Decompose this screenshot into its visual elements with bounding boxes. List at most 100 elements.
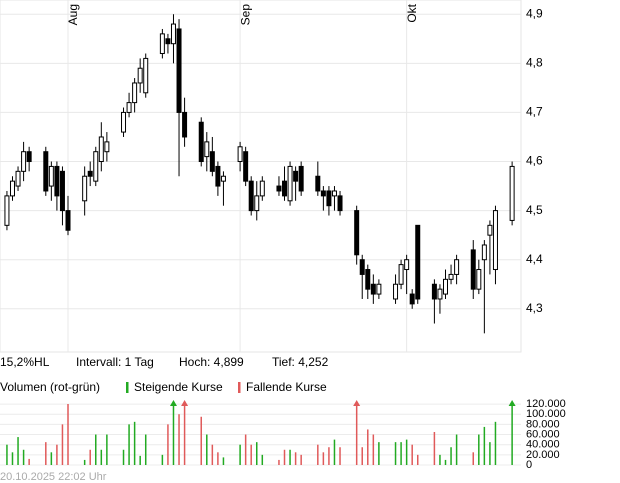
candle-body [87,170,93,177]
volume-bar [95,434,97,465]
volume-bar [355,404,358,465]
candle-body [65,210,71,231]
candle-body [409,293,415,305]
candle-body [282,180,288,197]
y-tick-label: 4,6 [526,154,543,168]
x-tick-label: Aug [66,4,80,25]
volume-bar [206,434,208,465]
candle-body [276,185,282,192]
volume-bar [450,447,452,465]
volume-bar [45,442,47,465]
plot-area [0,0,522,353]
volume-bar [489,442,491,465]
candle-body [365,269,371,290]
volume-bar [478,434,480,465]
candle-body [243,151,249,182]
volume-bar [483,426,486,465]
volume-bar [122,449,125,465]
y-tick-label: 4,9 [526,6,543,20]
candle-body [437,288,443,300]
candle-body [476,269,482,290]
volume-bar [411,444,413,465]
volume-bar [11,452,14,465]
volume-bar [56,444,58,465]
candle-body [126,102,132,113]
candle-body [470,249,476,290]
volume-bar [22,449,25,465]
volume-bar [100,449,103,465]
y-tick-label: 100.000 [526,408,566,420]
candle-body [165,38,171,45]
volume-bar [133,421,136,465]
volume-bar [283,449,286,465]
y-tick-label: 40.000 [526,439,560,451]
volume-bar [511,404,513,465]
volume-bar [144,434,147,465]
y-tick-label: 120.000 [526,398,566,410]
candle-body [176,28,182,113]
candle-body [170,23,176,45]
overflow-arrow [181,400,189,406]
volume-bar [433,431,436,465]
volume-bar [405,439,408,465]
candle-body [43,151,49,192]
candle-body [204,141,210,158]
volume-bar [89,449,91,465]
volume-title: Volumen (rot-grün) [0,380,100,394]
candle-body [448,273,454,280]
volume-bar [455,434,458,465]
info-low: Tief: 4,252 [272,355,329,369]
volume-bar [161,454,164,465]
candle-body [320,190,326,197]
volume-bar [178,414,180,465]
volume-bar [416,454,419,465]
candle-body [159,33,165,55]
volume-bar [244,434,247,465]
y-tick-label: 20.000 [526,449,560,461]
candle-body [143,57,149,94]
candle-body [15,170,21,187]
candle-body [393,283,399,300]
volume-bar [400,442,402,465]
y-tick-label: 4,3 [526,301,543,315]
volume-bar [367,429,369,465]
candle-body [404,259,410,271]
info-high: Hoch: 4,899 [179,355,244,369]
overflow-arrow [169,400,177,406]
candle-body [59,170,65,212]
candle-body [198,121,204,163]
candle-body [298,165,304,192]
candle-body [104,141,110,153]
volume-bar [139,455,141,465]
legend-label: Fallende Kurse [246,380,327,394]
volume-bar [494,421,497,465]
volume-bar [83,459,86,465]
volume-bar [300,454,302,465]
candle-body [431,283,437,300]
volume-bar [106,434,108,465]
y-tick-label: 80.000 [526,418,560,430]
candle-body [315,175,321,192]
candle-body [48,165,54,187]
candle-body [215,165,221,187]
legend-label: Steigende Kurse [134,380,223,394]
candle-body [443,278,449,295]
y-tick-label: 4,4 [526,252,543,266]
volume-bar [67,404,69,465]
volume-bar [339,447,341,465]
volume-bar [28,458,30,465]
volume-bar [294,452,297,465]
info-range: 15,2%HL [0,355,50,369]
candle-body [26,151,32,163]
volume-bar [378,442,380,465]
volume-bar [183,404,186,465]
volume-bar [50,452,53,465]
volume-bar [472,452,475,465]
candle-body [487,224,493,236]
volume-bar [172,404,175,465]
volume-bar [250,444,252,465]
volume-bar [222,457,225,465]
volume-bar [328,447,330,465]
volume-bar [372,434,375,465]
candle-body [370,283,376,295]
